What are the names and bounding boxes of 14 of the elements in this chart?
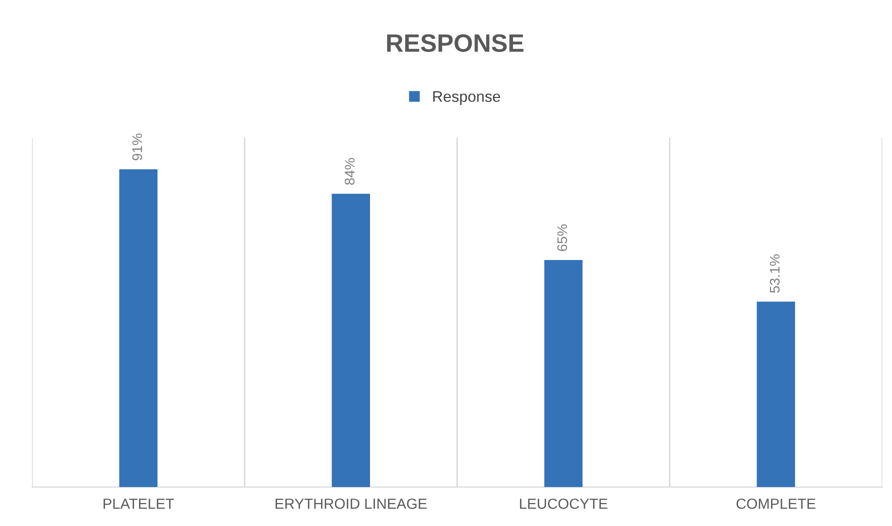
bar — [119, 169, 158, 488]
x-tick-label: PLATELET — [104, 498, 174, 509]
data-label: 84% — [344, 158, 355, 185]
bar — [332, 194, 370, 488]
chart-title: RESPONSE — [387, 34, 524, 52]
x-tick-label: ERYTHROID LINEAGE — [276, 498, 427, 509]
data-label: 53.1% — [770, 254, 780, 293]
bar — [544, 260, 583, 488]
legend-label: Response — [433, 91, 500, 105]
x-tick-label: COMPLETE — [736, 498, 816, 509]
bar — [756, 302, 796, 488]
x-tick-label: LEUCOCYTE — [520, 498, 608, 509]
data-label: 91% — [132, 134, 142, 160]
data-label: 65% — [557, 224, 568, 252]
